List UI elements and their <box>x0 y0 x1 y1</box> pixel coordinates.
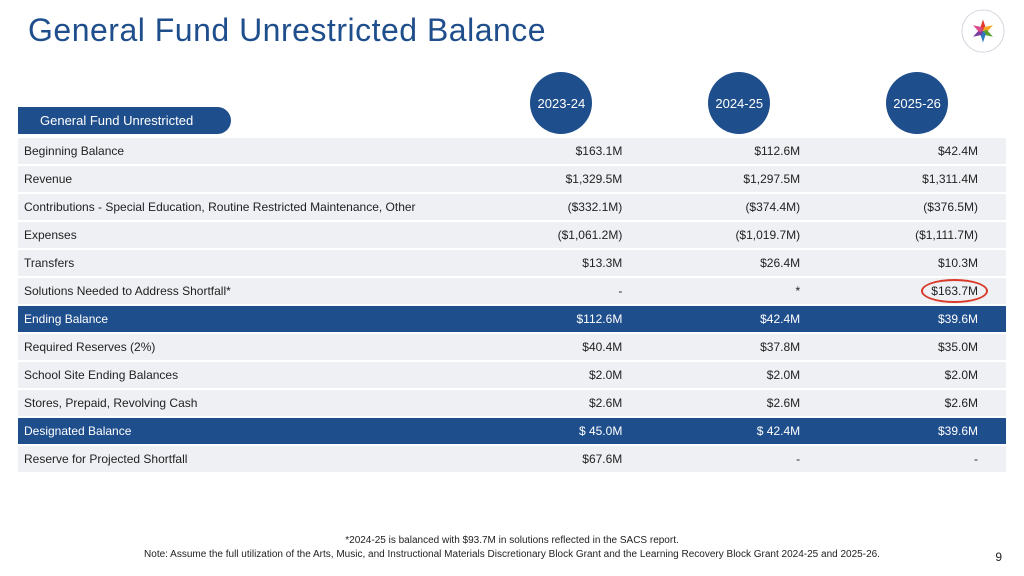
table-row: Designated Balance$ 45.0M$ 42.4M$39.6M <box>18 417 1006 445</box>
row-value: $1,311.4M <box>828 165 1006 193</box>
row-value: ($1,019.7M) <box>650 221 828 249</box>
row-value: $2.6M <box>828 389 1006 417</box>
table-row: Contributions - Special Education, Routi… <box>18 193 1006 221</box>
table-row: Reserve for Projected Shortfall$67.6M-- <box>18 445 1006 473</box>
row-label: Ending Balance <box>18 305 472 333</box>
table-lead-header: General Fund Unrestricted <box>18 70 472 138</box>
table-row: Solutions Needed to Address Shortfall*-*… <box>18 277 1006 305</box>
page-number: 9 <box>995 550 1002 564</box>
row-value: ($332.1M) <box>472 193 650 221</box>
table-row: Required Reserves (2%)$40.4M$37.8M$35.0M <box>18 333 1006 361</box>
table-row: Transfers$13.3M$26.4M$10.3M <box>18 249 1006 277</box>
row-value: $10.3M <box>828 249 1006 277</box>
row-value: ($374.4M) <box>650 193 828 221</box>
row-label: Revenue <box>18 165 472 193</box>
row-value: - <box>828 445 1006 473</box>
header-pill: General Fund Unrestricted <box>18 107 231 134</box>
table-row: Beginning Balance$163.1M$112.6M$42.4M <box>18 138 1006 165</box>
row-label: Expenses <box>18 221 472 249</box>
year-circle: 2024-25 <box>708 72 770 134</box>
row-label: Contributions - Special Education, Routi… <box>18 193 472 221</box>
page-title: General Fund Unrestricted Balance <box>0 0 1024 53</box>
table-row: School Site Ending Balances$2.0M$2.0M$2.… <box>18 361 1006 389</box>
year-circle: 2025-26 <box>886 72 948 134</box>
row-value: $2.0M <box>472 361 650 389</box>
row-label: Designated Balance <box>18 417 472 445</box>
table-header-row: General Fund Unrestricted 2023-24 2024-2… <box>18 70 1006 138</box>
row-value: $26.4M <box>650 249 828 277</box>
row-value: ($1,111.7M) <box>828 221 1006 249</box>
row-value: $67.6M <box>472 445 650 473</box>
year-header-2: 2025-26 <box>828 70 1006 138</box>
row-value: $2.0M <box>650 361 828 389</box>
table-row: Stores, Prepaid, Revolving Cash$2.6M$2.6… <box>18 389 1006 417</box>
row-label: School Site Ending Balances <box>18 361 472 389</box>
row-value: $39.6M <box>828 417 1006 445</box>
row-value: $42.4M <box>650 305 828 333</box>
row-value: $42.4M <box>828 138 1006 165</box>
row-label: Reserve for Projected Shortfall <box>18 445 472 473</box>
row-value: ($376.5M) <box>828 193 1006 221</box>
row-value: $112.6M <box>472 305 650 333</box>
row-value: $40.4M <box>472 333 650 361</box>
row-value: ($1,061.2M) <box>472 221 650 249</box>
row-label: Beginning Balance <box>18 138 472 165</box>
table-row: Revenue$1,329.5M$1,297.5M$1,311.4M <box>18 165 1006 193</box>
footnotes: *2024-25 is balanced with $93.7M in solu… <box>0 534 1024 562</box>
row-value: $2.0M <box>828 361 1006 389</box>
row-value: $163.7M <box>828 277 1006 305</box>
row-value: $1,329.5M <box>472 165 650 193</box>
year-header-0: 2023-24 <box>472 70 650 138</box>
footnote-2: Note: Assume the full utilization of the… <box>0 548 1024 562</box>
row-value: $1,297.5M <box>650 165 828 193</box>
row-value: $39.6M <box>828 305 1006 333</box>
row-value: $37.8M <box>650 333 828 361</box>
row-value: $ 45.0M <box>472 417 650 445</box>
row-value: - <box>650 445 828 473</box>
row-value: $35.0M <box>828 333 1006 361</box>
row-value: $112.6M <box>650 138 828 165</box>
row-value: - <box>472 277 650 305</box>
highlighted-value: $163.7M <box>931 284 978 298</box>
footnote-1: *2024-25 is balanced with $93.7M in solu… <box>0 534 1024 548</box>
row-label: Stores, Prepaid, Revolving Cash <box>18 389 472 417</box>
district-logo <box>960 8 1006 54</box>
row-label: Solutions Needed to Address Shortfall* <box>18 277 472 305</box>
row-value: * <box>650 277 828 305</box>
row-value: $13.3M <box>472 249 650 277</box>
table-row: Expenses($1,061.2M)($1,019.7M)($1,111.7M… <box>18 221 1006 249</box>
row-value: $2.6M <box>472 389 650 417</box>
row-value: $163.1M <box>472 138 650 165</box>
row-label: Transfers <box>18 249 472 277</box>
row-value: $ 42.4M <box>650 417 828 445</box>
balance-table-container: General Fund Unrestricted 2023-24 2024-2… <box>18 70 1006 474</box>
row-value: $2.6M <box>650 389 828 417</box>
year-circle: 2023-24 <box>530 72 592 134</box>
table-row: Ending Balance$112.6M$42.4M$39.6M <box>18 305 1006 333</box>
balance-table: General Fund Unrestricted 2023-24 2024-2… <box>18 70 1006 474</box>
year-header-1: 2024-25 <box>650 70 828 138</box>
row-label: Required Reserves (2%) <box>18 333 472 361</box>
